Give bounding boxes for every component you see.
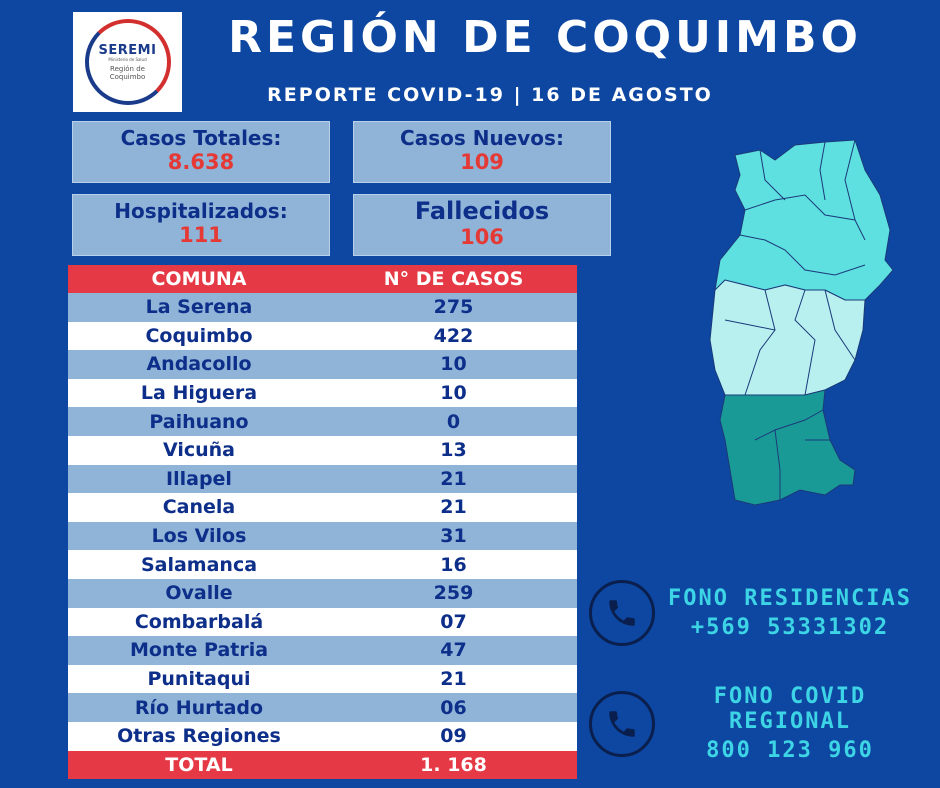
phone-residencias-number: +569 53331302	[690, 615, 890, 640]
comuna-name: Otras Regiones	[117, 725, 281, 748]
logo-subtitle-line1: Región de	[110, 65, 145, 73]
map-south-region	[719, 389, 856, 506]
report-subtitle: REPORTE COVID-19 | 16 DE AGOSTO	[267, 84, 713, 106]
table-row: Río Hurtado 06	[68, 693, 577, 722]
comuna-name: Canela	[162, 496, 236, 519]
deaths-box: Fallecidos 106	[353, 194, 611, 256]
region-map	[709, 140, 894, 506]
total-cases-box: Casos Totales: 8.638	[72, 121, 330, 183]
total-value: 1. 168	[420, 753, 487, 776]
phone-icon	[589, 690, 655, 757]
table-row: La Higuera 10	[68, 378, 577, 408]
comuna-cases: 275	[433, 296, 474, 319]
page-title: REGIÓN DE COQUIMBO	[228, 12, 862, 63]
comuna-name: Coquimbo	[145, 324, 253, 347]
comuna-name: Río Hurtado	[134, 696, 264, 719]
comuna-name: Vicuña	[162, 439, 236, 462]
logo-small-text: Ministerio de Salud	[108, 56, 147, 62]
table-row: Combarbalá 07	[68, 607, 577, 637]
comuna-name: Paihuano	[149, 410, 249, 433]
comuna-cases: 06	[440, 696, 467, 719]
table-row: Paihuano 0	[68, 407, 577, 436]
comuna-cases: 16	[440, 553, 467, 576]
deaths-label: Fallecidos	[414, 197, 550, 225]
logo-ring: SEREMI Ministerio de Salud Región de Coq…	[84, 19, 171, 105]
phone-residencias-label: FONO RESIDENCIAS	[668, 586, 912, 611]
table-row: Coquimbo 422	[68, 321, 577, 351]
comuna-name: Ovalle	[165, 582, 233, 605]
phone-residencias-text: FONO RESIDENCIAS +569 53331302	[655, 586, 925, 640]
table-row: Illapel 21	[68, 464, 577, 494]
table-row: La Serena 275	[68, 293, 577, 322]
table-total-row: TOTAL 1. 168	[68, 750, 577, 779]
hospitalized-label: Hospitalizados:	[114, 199, 288, 223]
phone-icon	[589, 580, 655, 646]
comuna-cases: 21	[440, 467, 467, 490]
table-row: Vicuña 13	[68, 435, 577, 465]
comuna-name: Punitaqui	[147, 668, 251, 691]
comuna-cases: 422	[433, 324, 474, 347]
phone-covid-label: FONO COVID REGIONAL	[713, 684, 867, 734]
hospitalized-box: Hospitalizados: 111	[72, 194, 330, 256]
comuna-name: La Serena	[145, 296, 253, 319]
comuna-cases: 259	[433, 582, 474, 605]
comuna-name: Combarbalá	[134, 610, 264, 633]
comuna-name: Salamanca	[140, 553, 258, 576]
comuna-cases: 21	[440, 496, 467, 519]
table-row: Canela 21	[68, 493, 577, 522]
phone-residencias-block: FONO RESIDENCIAS +569 53331302	[589, 580, 925, 646]
comuna-cases: 10	[440, 353, 467, 376]
comuna-name: Andacollo	[146, 353, 252, 376]
phone-covid-text: FONO COVID REGIONAL 800 123 960	[655, 684, 925, 763]
deaths-value: 106	[460, 225, 504, 249]
table-row: Ovalle 259	[68, 578, 577, 608]
cases-table: COMUNA N° DE CASOS La Serena 275 Coquimbo 4…	[68, 265, 577, 779]
table-row: Salamanca 16	[68, 550, 577, 579]
comuna-cases: 07	[440, 610, 467, 633]
logo-subtitle-line2: Coquimbo	[109, 72, 146, 81]
comuna-name: Los Vilos	[151, 525, 247, 548]
comuna-cases: 31	[440, 525, 467, 548]
phone-covid-block: FONO COVID REGIONAL 800 123 960	[589, 684, 925, 763]
table-row: Monte Patria 47	[68, 636, 577, 665]
map-north-region	[714, 140, 894, 301]
comuna-cases: 21	[440, 668, 467, 691]
comuna-cases: 10	[440, 382, 467, 405]
table-row: Punitaqui 21	[68, 664, 577, 694]
total-label: TOTAL	[165, 753, 233, 776]
table-row: Otras Regiones 09	[68, 721, 577, 751]
header-comuna: COMUNA	[151, 268, 247, 290]
logo-title: SEREMI	[98, 42, 157, 58]
total-cases-value: 8.638	[167, 150, 235, 174]
seremi-logo: SEREMI Ministerio de Salud Región de Coq…	[73, 12, 182, 112]
table-row: Los Vilos 31	[68, 521, 577, 551]
table-header: COMUNA N° DE CASOS	[68, 265, 577, 293]
comuna-cases: 0	[446, 410, 461, 433]
table-row: Andacollo 10	[68, 350, 577, 379]
comuna-cases: 13	[440, 439, 467, 462]
header-cases: N° DE CASOS	[383, 268, 524, 290]
comuna-name: La Higuera	[140, 382, 258, 405]
comuna-name: Illapel	[166, 467, 232, 490]
comuna-name: Monte Patria	[129, 639, 269, 662]
comuna-cases: 47	[440, 639, 467, 662]
hospitalized-value: 111	[179, 223, 223, 247]
new-cases-label: Casos Nuevos:	[400, 126, 564, 150]
total-cases-label: Casos Totales:	[120, 126, 282, 150]
phone-covid-number: 800 123 960	[706, 738, 874, 763]
new-cases-box: Casos Nuevos: 109	[353, 121, 611, 183]
comuna-cases: 09	[440, 725, 467, 748]
new-cases-value: 109	[460, 150, 504, 174]
